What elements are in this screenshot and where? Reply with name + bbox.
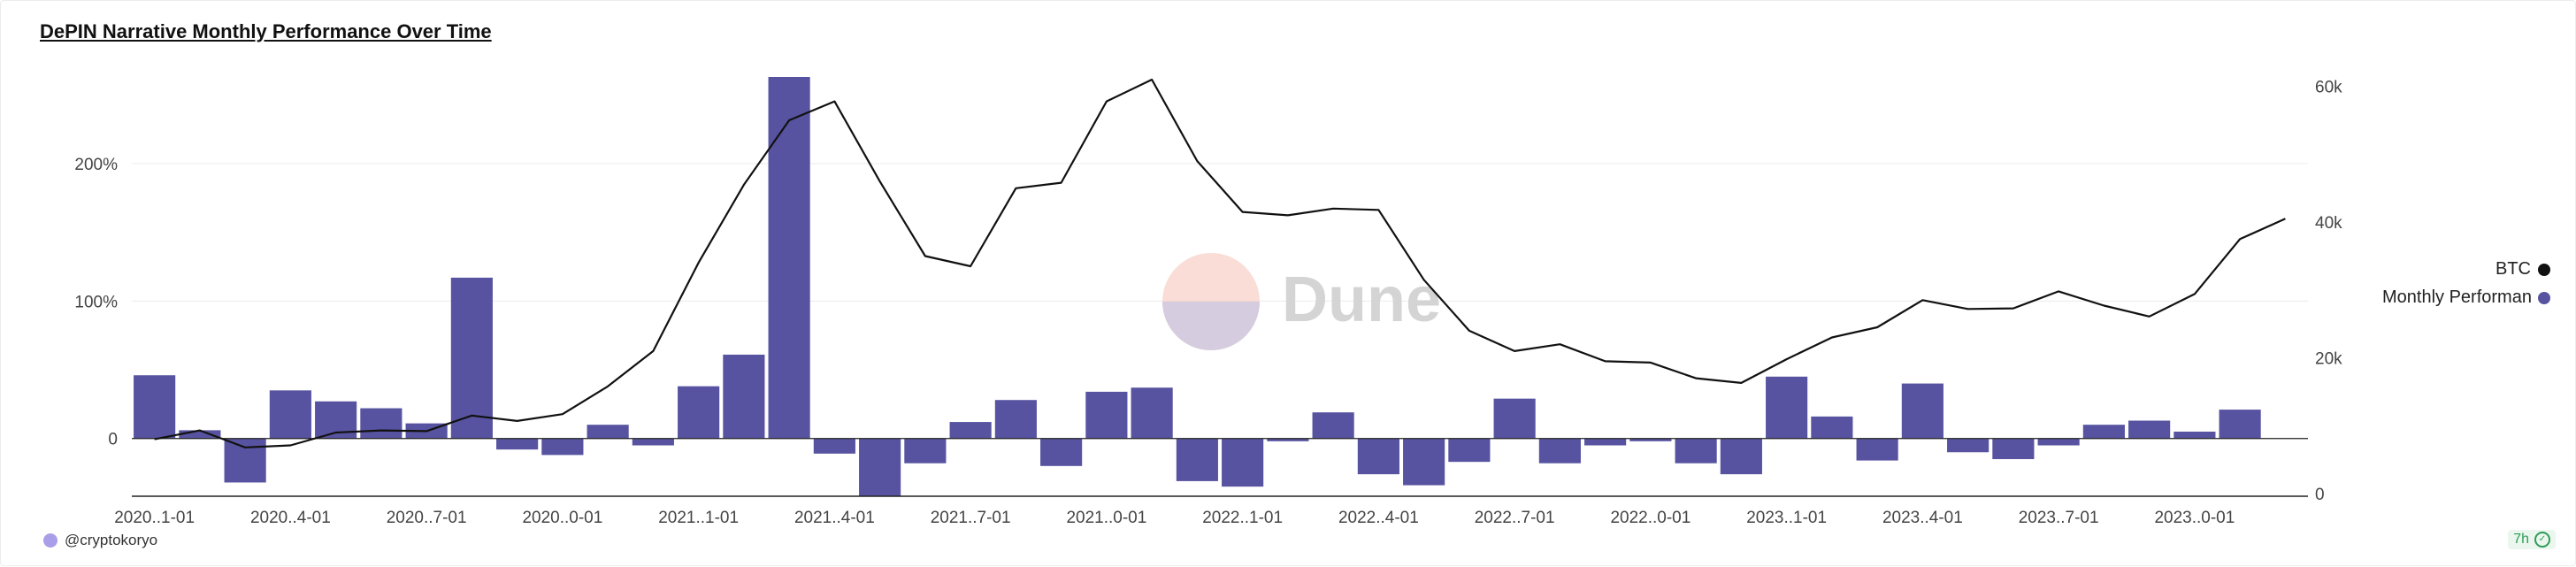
bar xyxy=(1176,438,1218,481)
refresh-age: 7h xyxy=(2513,532,2529,547)
bar xyxy=(541,438,584,456)
bar xyxy=(1629,438,1672,441)
x-tick-label: 2021..1-01 xyxy=(658,509,739,527)
y-right-tick-label: 20k xyxy=(2315,350,2342,369)
bar xyxy=(1403,438,1445,486)
axis-layer xyxy=(132,438,2308,497)
bar xyxy=(1992,438,2035,460)
x-tick-label: 2020..1-01 xyxy=(114,509,195,527)
x-tick-label: 2021..0-01 xyxy=(1066,509,1146,527)
bar xyxy=(768,77,810,439)
y-left-tick-label: 0 xyxy=(108,431,118,449)
bar xyxy=(1947,438,1990,453)
x-tick-label: 2023..7-01 xyxy=(2019,509,2099,527)
dune-wordmark: Dune xyxy=(1282,264,1441,335)
bar xyxy=(586,425,629,439)
bar xyxy=(994,400,1037,439)
legend-item-monthly-performance[interactable]: Monthly Performance xyxy=(2382,287,2550,308)
bar xyxy=(1811,416,1853,439)
author-handle: @cryptokoryo xyxy=(65,532,158,548)
bar xyxy=(949,422,992,439)
bar xyxy=(1856,438,1898,461)
legend-dot-monthly-performance xyxy=(2538,291,2550,304)
x-tick-label: 2023..1-01 xyxy=(1746,509,1827,527)
bar xyxy=(269,390,311,439)
legend: BTC Monthly Performance xyxy=(2320,259,2550,330)
x-tick-label: 2020..0-01 xyxy=(522,509,602,527)
line-layer xyxy=(154,78,2286,448)
bar xyxy=(2037,438,2080,446)
bar xyxy=(1267,438,1309,441)
bar xyxy=(134,375,176,439)
btc-line xyxy=(154,78,2286,448)
y-right-tick-label: 40k xyxy=(2315,214,2342,233)
legend-item-btc[interactable]: BTC xyxy=(2496,259,2550,280)
bar xyxy=(1222,438,1264,487)
x-tick-label: 2022..4-01 xyxy=(1338,509,1419,527)
bar xyxy=(496,438,539,450)
x-tick-label: 2021..7-01 xyxy=(931,509,1011,527)
author-footer[interactable]: @cryptokoryo xyxy=(43,532,157,549)
y-right-tick-label: 0 xyxy=(2315,486,2325,504)
bar xyxy=(1766,376,1808,439)
bar xyxy=(632,438,674,446)
bar xyxy=(224,438,266,483)
bar xyxy=(904,438,947,464)
bar xyxy=(360,408,402,439)
labels-layer: 0 100% 200% 0 20k 40k 60k 2020..1-01 2020..4-01 2… xyxy=(74,79,2342,527)
legend-label-monthly-performance: Monthly Performance xyxy=(2382,287,2531,307)
bar xyxy=(1493,398,1536,439)
x-tick-label: 2021..4-01 xyxy=(794,509,875,527)
bar xyxy=(2219,410,2261,439)
bar xyxy=(1131,387,1173,439)
y-left-tick-label: 200% xyxy=(74,156,118,174)
bar xyxy=(2082,425,2125,439)
bar xyxy=(1675,438,1717,464)
legend-label-btc: BTC xyxy=(2496,259,2531,279)
bar xyxy=(678,386,720,439)
legend-dot-btc xyxy=(2538,263,2550,276)
bar xyxy=(2128,420,2171,439)
bar xyxy=(1584,438,1627,446)
check-circle-icon: ✓ xyxy=(2534,532,2550,548)
x-tick-label: 2022..1-01 xyxy=(1202,509,1283,527)
bar xyxy=(1357,438,1399,475)
x-tick-label: 2020..4-01 xyxy=(250,509,331,527)
y-right-tick-label: 60k xyxy=(2315,79,2342,97)
bar xyxy=(1040,438,1083,466)
bar xyxy=(179,430,221,439)
x-tick-label: 2023..4-01 xyxy=(1882,509,1963,527)
dune-logo-lower-icon xyxy=(1162,302,1260,350)
bar xyxy=(813,438,855,454)
x-tick-label: 2022..7-01 xyxy=(1475,509,1555,527)
bar xyxy=(1448,438,1491,463)
bar xyxy=(859,438,901,496)
x-tick-label: 2023..0-01 xyxy=(2154,509,2235,527)
x-tick-label: 2022..0-01 xyxy=(1610,509,1690,527)
bar xyxy=(723,354,765,439)
bar xyxy=(450,277,493,439)
bar xyxy=(1901,383,1944,439)
bar xyxy=(1085,391,1128,439)
refresh-badge[interactable]: 7h ✓ xyxy=(2508,530,2556,549)
dune-watermark: Dune xyxy=(1162,253,1441,350)
avatar-icon xyxy=(43,533,58,548)
bar xyxy=(2174,431,2216,439)
chart-title[interactable]: DePIN Narrative Monthly Performance Over… xyxy=(40,20,492,42)
bar xyxy=(1538,438,1581,464)
y-left-tick-label: 100% xyxy=(74,293,118,311)
x-tick-label: 2020..7-01 xyxy=(387,509,467,527)
bar xyxy=(1720,438,1762,475)
bar xyxy=(1312,412,1354,439)
